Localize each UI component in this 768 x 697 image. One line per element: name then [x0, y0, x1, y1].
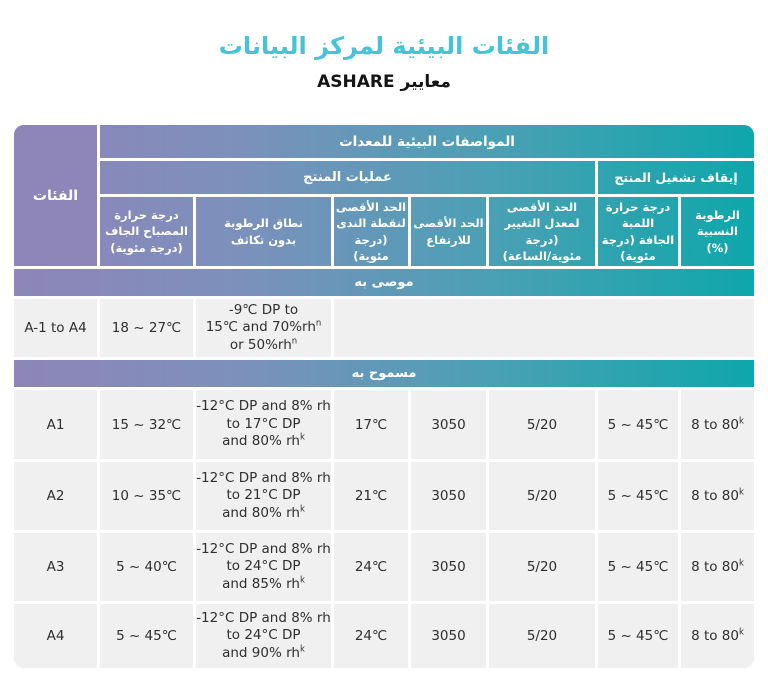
footnote-sup: k	[738, 487, 744, 498]
cell-altitude: 3050	[411, 533, 489, 601]
humidity-line: to 24°C DP	[226, 627, 301, 644]
cell-dry-bulb: 15 ~ 32℃	[100, 390, 196, 459]
humidity-line: and 85% rhk	[222, 575, 305, 592]
page-subtitle: معايير ASHARE	[317, 72, 451, 92]
humidity-line: and 90% rhk	[222, 644, 305, 661]
cell-merged-empty	[334, 299, 754, 357]
footnote-sup: k	[299, 644, 305, 655]
humidity-line: to 21°C DP	[226, 487, 301, 504]
humidity-line: -12°C DP and 8% rh	[196, 540, 331, 557]
cell-dew-point: 24℃	[334, 604, 411, 668]
footnote-sup: n	[291, 336, 298, 347]
cell-dry-bulb: 5 ~ 45℃	[100, 604, 196, 668]
group-env-specifications: المواصفات البيئية للمعدات	[100, 125, 754, 161]
cell-category: A4	[14, 604, 100, 668]
cell-humidity-range: -12°C DP and 8% rh to 24°C DP and 85% rh…	[196, 533, 334, 601]
cell-dew-point: 17℃	[334, 390, 411, 459]
cell-change-rate: 5/20	[489, 462, 598, 530]
cell-relative-humidity: 8 to 80k	[681, 462, 754, 530]
table-row-a2: A2 10 ~ 35℃ -12°C DP and 8% rh to 21°C D…	[14, 462, 754, 530]
col-header-max-dew-point: الحد الأقصى لنقطة الندى (درجة مئوية)	[334, 197, 411, 266]
cell-altitude: 3050	[411, 462, 489, 530]
cell-relative-humidity: 8 to 80k	[681, 533, 754, 601]
humidity-line: -12°C DP and 8% rh	[196, 398, 331, 415]
col-header-max-change-rate: الحد الأقصى لمعدل التغيير (درجة مئوية/ال…	[489, 197, 598, 266]
humidity-line: and 80% rhk	[222, 504, 305, 521]
footnote-sup: k	[299, 432, 305, 443]
cell-altitude: 3050	[411, 390, 489, 459]
humidity-line: or 50%rhn	[229, 336, 298, 353]
cell-power-off-temp: 5 ~ 45℃	[598, 533, 681, 601]
cell-dew-point: 21℃	[334, 462, 411, 530]
table-row-a4: A4 5 ~ 45℃ -12°C DP and 8% rh to 24°C DP…	[14, 604, 754, 668]
cell-humidity-range: -9℃ DP to 15℃ and 70%rhn or 50%rhn	[196, 299, 334, 357]
cell-dry-bulb: 18 ~ 27℃	[100, 299, 196, 357]
cell-altitude: 3050	[411, 604, 489, 668]
cell-relative-humidity: 8 to 80k	[681, 604, 754, 668]
table-row-a1: A1 15 ~ 32℃ -12°C DP and 8% rh to 17°C D…	[14, 390, 754, 459]
cell-dry-bulb: 10 ~ 35℃	[100, 462, 196, 530]
footnote-sup: k	[299, 575, 305, 586]
footnote-sup: k	[738, 558, 744, 569]
cell-humidity-range: -12°C DP and 8% rh to 24°C DP and 90% rh…	[196, 604, 334, 668]
ashrae-environmental-table: الفئات المواصفات البيئية للمعدات عمليات …	[14, 125, 754, 668]
cell-change-rate: 5/20	[489, 604, 598, 668]
cell-category: A1	[14, 390, 100, 459]
cell-dry-bulb: 5 ~ 40℃	[100, 533, 196, 601]
humidity-line: -9℃ DP to	[228, 301, 299, 318]
cell-category: A-1 to A4	[14, 299, 100, 357]
cell-relative-humidity: 8 to 80k	[681, 390, 754, 459]
cell-category: A3	[14, 533, 100, 601]
page-title: الفئات البيئية لمركز البيانات	[218, 32, 550, 60]
col-header-humidity-range: نطاق الرطوبة بدون تكاثف	[196, 197, 334, 266]
header-categories-cell: الفئات	[14, 125, 100, 266]
cell-power-off-temp: 5 ~ 45℃	[598, 462, 681, 530]
footnote-sup: k	[738, 627, 744, 638]
humidity-line: 15℃ and 70%rhn	[205, 318, 322, 336]
cell-change-rate: 5/20	[489, 533, 598, 601]
humidity-line: to 17°C DP	[226, 415, 301, 432]
cell-dew-point: 24℃	[334, 533, 411, 601]
table-header: الفئات المواصفات البيئية للمعدات عمليات …	[14, 125, 754, 266]
cell-humidity-range: -12°C DP and 8% rh to 21°C DP and 80% rh…	[196, 462, 334, 530]
col-header-power-off-dry-bulb: درجة حرارة اللمبة الجافة (درجة مئوية)	[598, 197, 681, 266]
col-header-relative-humidity: الرطوبة النسبية (%)	[695, 208, 740, 255]
group-product-operations: عمليات المنتج	[100, 161, 598, 197]
group-product-power-off: إيقاف تشغيل المنتج	[598, 161, 754, 197]
cell-power-off-temp: 5 ~ 45℃	[598, 604, 681, 668]
table-row-a3: A3 5 ~ 40℃ -12°C DP and 8% rh to 24°C DP…	[14, 533, 754, 601]
cell-category: A2	[14, 462, 100, 530]
cell-power-off-temp: 5 ~ 45℃	[598, 390, 681, 459]
col-header-dry-bulb-temp: درجة حرارة المصباح الجاف (درجة مئوية)	[100, 197, 196, 266]
humidity-line: -12°C DP and 8% rh	[196, 609, 331, 626]
col-header-max-altitude: الحد الأقصى للارتفاع	[411, 197, 489, 266]
footnote-sup: n	[315, 318, 322, 329]
band-allowed: مسموح به	[14, 360, 754, 387]
footnote-sup: k	[738, 416, 744, 426]
humidity-line: to 24°C DP	[226, 558, 301, 575]
recommended-row: A-1 to A4 18 ~ 27℃ -9℃ DP to 15℃ and 70%…	[14, 299, 754, 357]
band-recommended: موصى به	[14, 269, 754, 296]
cell-humidity-range: -12°C DP and 8% rh to 17°C DP and 80% rh…	[196, 390, 334, 459]
footnote-sup: k	[299, 504, 305, 515]
humidity-line: -12°C DP and 8% rh	[196, 469, 331, 486]
humidity-line: and 80% rhk	[222, 432, 305, 450]
cell-change-rate: 5/20	[489, 390, 598, 459]
